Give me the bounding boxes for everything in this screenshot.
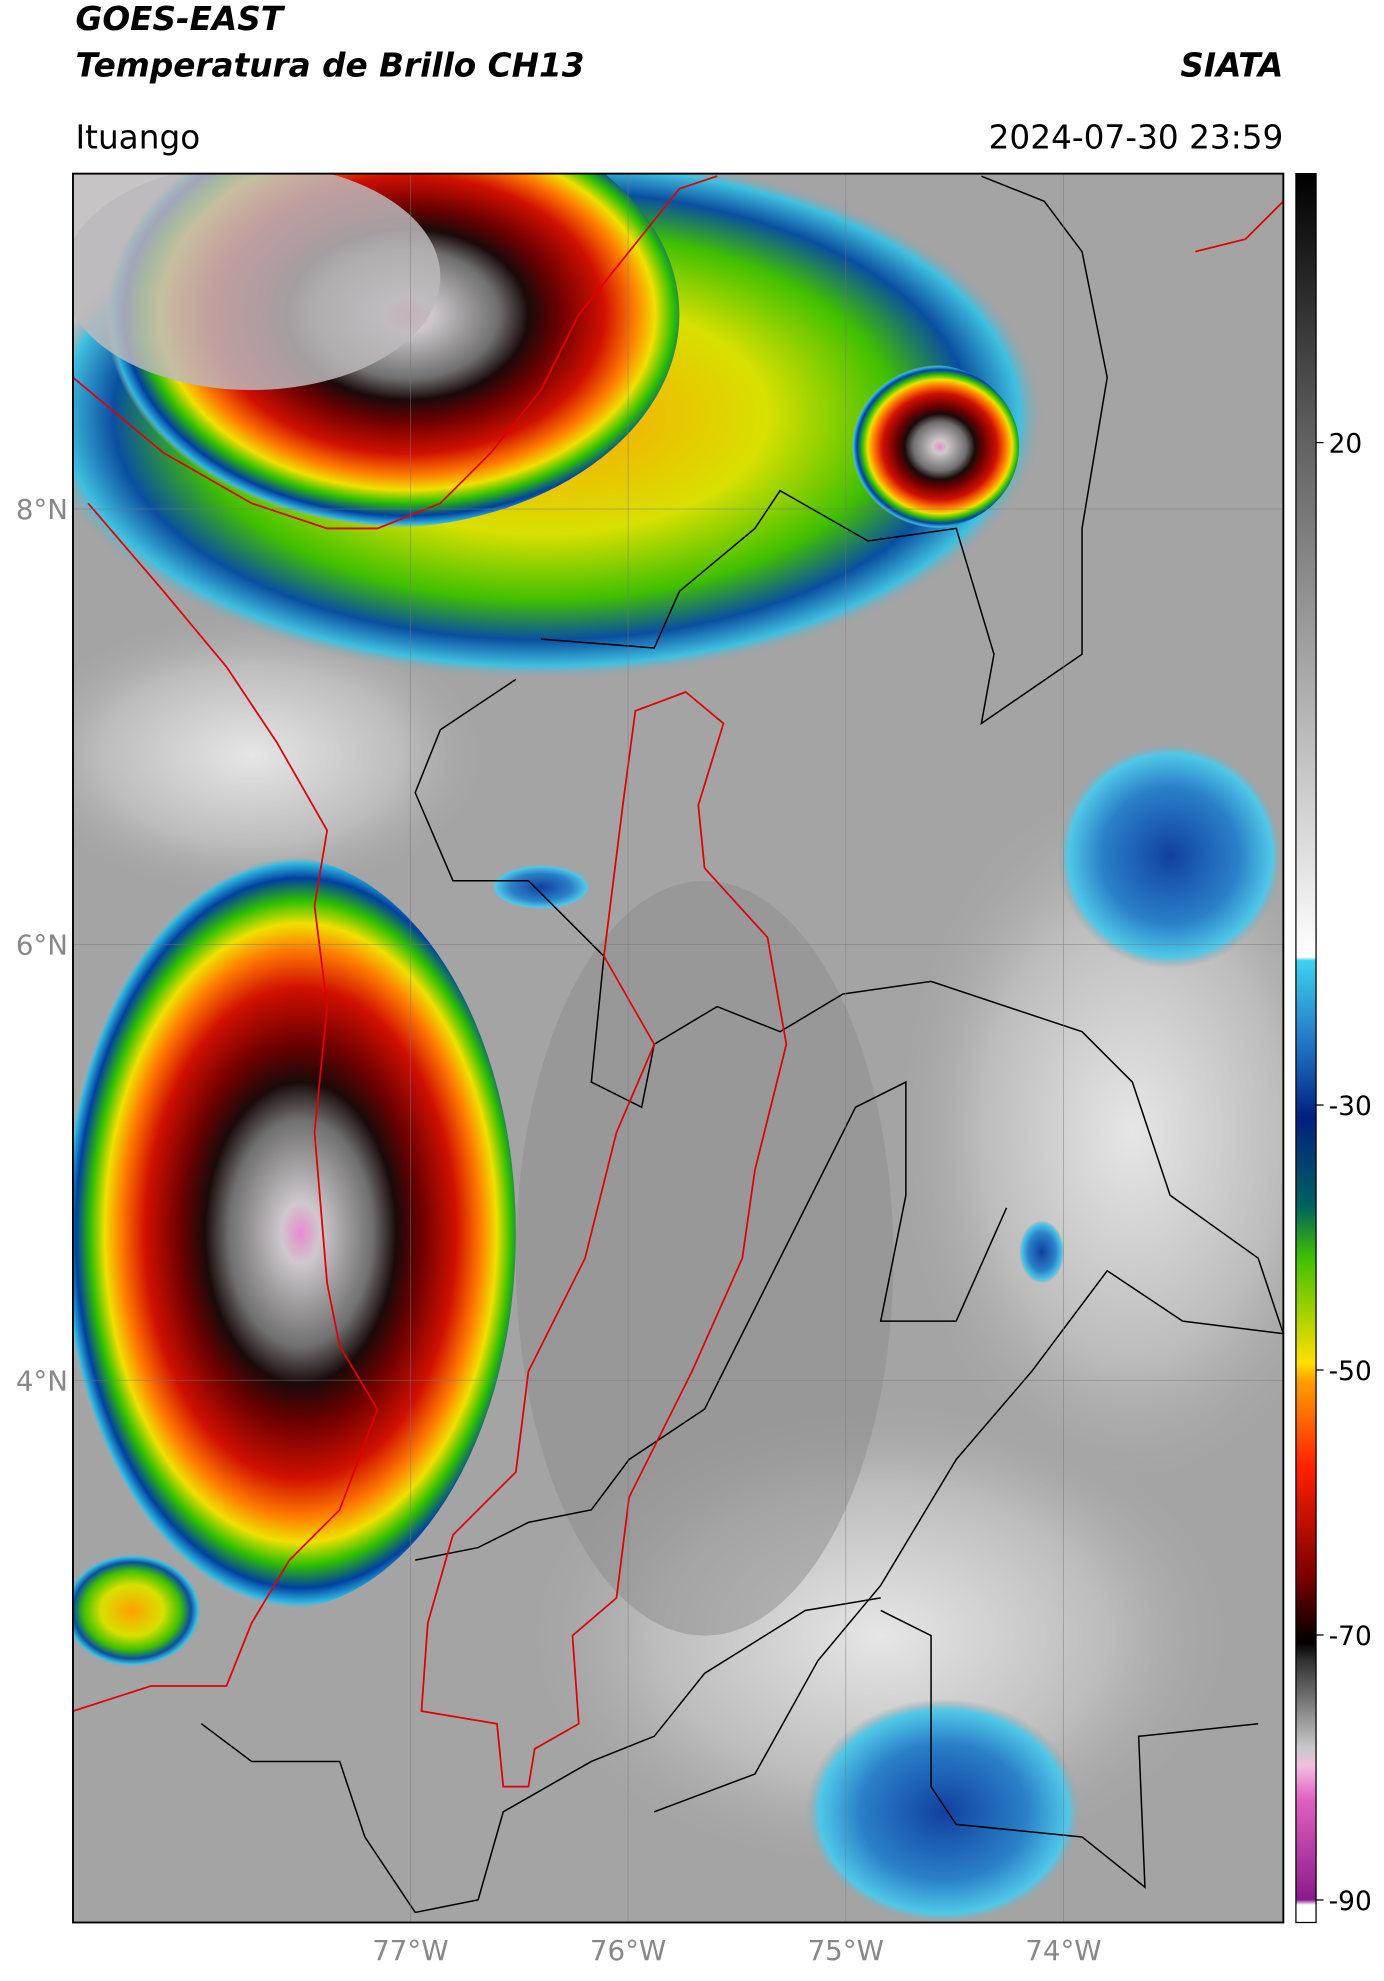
lat-tick-label: 6°N: [16, 929, 68, 962]
lon-tick-label: 74°W: [1025, 1934, 1101, 1967]
graticule: 77°W 76°W 75°W 74°W 8°N 6°N 4°N: [16, 173, 1284, 1967]
colorbar-tick-label: -30: [1329, 1091, 1372, 1122]
lon-tick-label: 77°W: [372, 1934, 448, 1967]
title: GOES-EAST: [75, 0, 285, 38]
colorbar-tick-label: -70: [1329, 1621, 1372, 1652]
colorbar-tick-label: -90: [1329, 1886, 1372, 1917]
colorbar-tick-label: -50: [1329, 1356, 1372, 1387]
map-frame: [72, 172, 1285, 1924]
subtitle: Temperatura de Brillo CH13: [75, 47, 584, 85]
lon-tick-label: 75°W: [808, 1934, 884, 1967]
colorbar-tick-label: 20: [1329, 429, 1363, 460]
location: Ituango: [75, 118, 200, 156]
colorbar-ticks: 20 -30 -50 -70 -90: [1316, 429, 1372, 1917]
satellite-image: [72, 173, 1284, 1923]
lat-tick-label: 4°N: [16, 1364, 68, 1397]
colorbar: [1295, 172, 1317, 1924]
agency: SIATA: [1180, 47, 1283, 85]
lon-tick-label: 76°W: [590, 1934, 666, 1967]
datetime: 2024-07-30 23:59: [989, 118, 1284, 156]
lat-tick-label: 8°N: [16, 493, 68, 526]
